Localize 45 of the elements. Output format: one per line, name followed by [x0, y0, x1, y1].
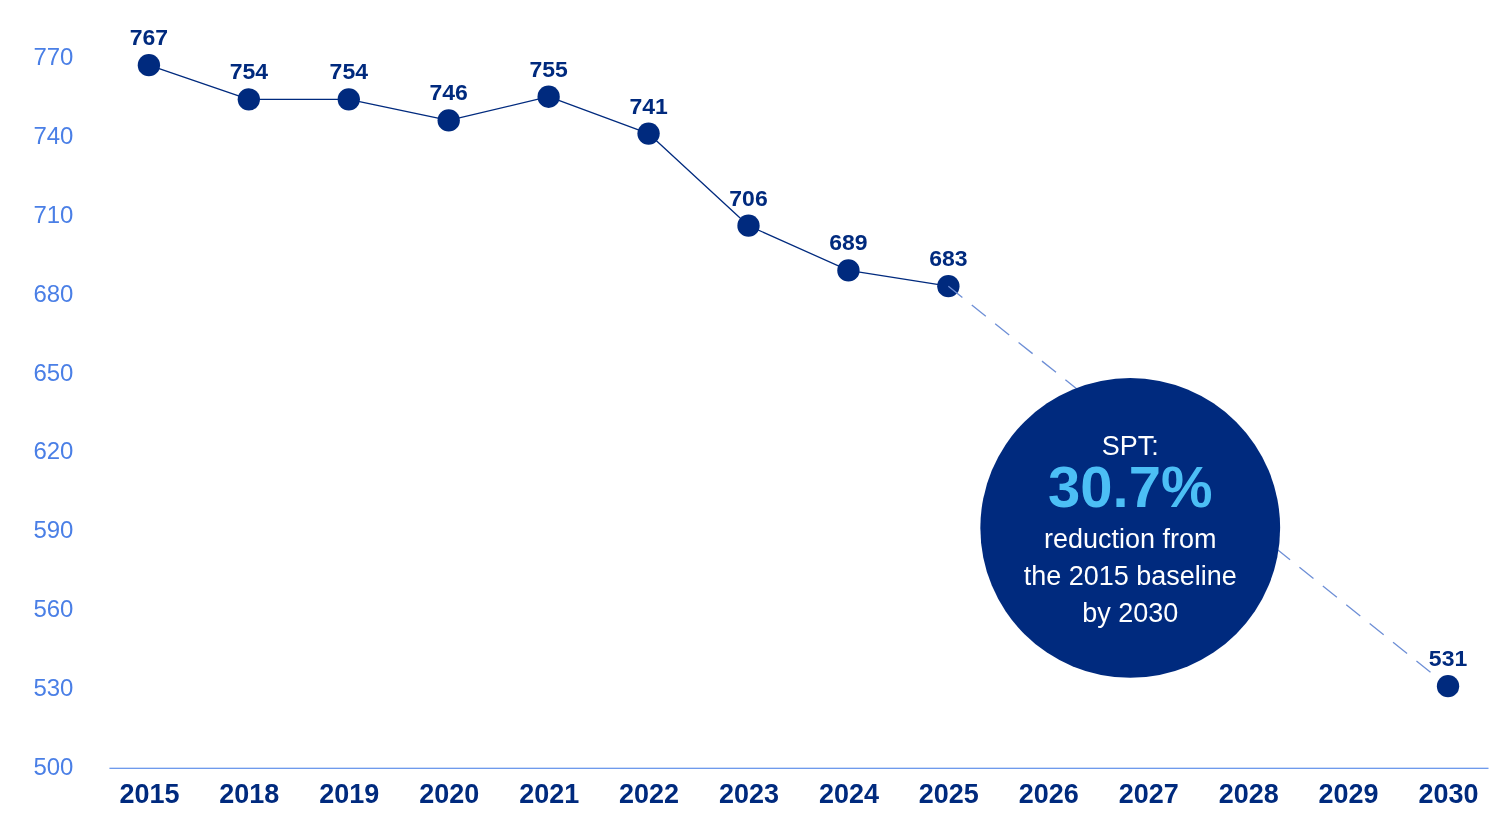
x-tick-label: 2021 — [519, 779, 580, 810]
x-tick-label: 2028 — [1218, 779, 1279, 810]
x-tick-label: 2022 — [619, 779, 680, 810]
y-tick-label: 740 — [33, 121, 74, 149]
data-label: 531 — [1428, 645, 1468, 672]
y-tick-label: 770 — [33, 42, 74, 70]
point — [837, 259, 860, 282]
point — [637, 122, 660, 145]
data-label: 755 — [529, 55, 569, 82]
x-tick-label: 2029 — [1318, 779, 1379, 810]
point — [1436, 675, 1460, 698]
y-tick-label: 530 — [33, 674, 74, 702]
x-tick-label: 2019 — [319, 779, 380, 810]
x-tick-label: 2015 — [119, 779, 180, 810]
y-tick-label: 710 — [33, 200, 74, 228]
x-tick-label: 2025 — [918, 779, 979, 810]
x-tick-label: 2026 — [1018, 779, 1079, 810]
point — [137, 53, 161, 77]
point — [237, 88, 261, 111]
y-tick-label: 680 — [33, 279, 74, 307]
x-tick-label: 2018 — [219, 779, 280, 810]
point — [737, 214, 760, 237]
data-label: 767 — [129, 24, 169, 51]
annotation: reduction from the 2015 baseline by 2030 — [1023, 523, 1237, 628]
y-tick-label: 620 — [33, 437, 74, 465]
point — [537, 85, 560, 108]
point — [337, 88, 360, 111]
point — [437, 109, 460, 132]
data-label: 754 — [229, 58, 269, 85]
x-tick-label: 2030 — [1418, 779, 1479, 810]
data-label: 689 — [829, 229, 868, 256]
data-label: 754 — [329, 58, 369, 85]
y-tick-label: 590 — [33, 516, 74, 544]
x-tick-label: 2020 — [419, 779, 480, 810]
y-tick-label: 560 — [33, 595, 74, 623]
y-tick-label: 500 — [33, 753, 74, 781]
data-label: 746 — [429, 79, 468, 106]
x-tick-label: 2027 — [1118, 779, 1179, 810]
y-tick-label: 650 — [33, 358, 74, 386]
data-label: 741 — [629, 92, 668, 119]
data-label: 706 — [729, 184, 768, 211]
x-tick-label: 2023 — [719, 779, 779, 810]
data-label: 683 — [929, 245, 968, 272]
point — [937, 275, 960, 298]
x-tick-label: 2024 — [818, 779, 879, 810]
